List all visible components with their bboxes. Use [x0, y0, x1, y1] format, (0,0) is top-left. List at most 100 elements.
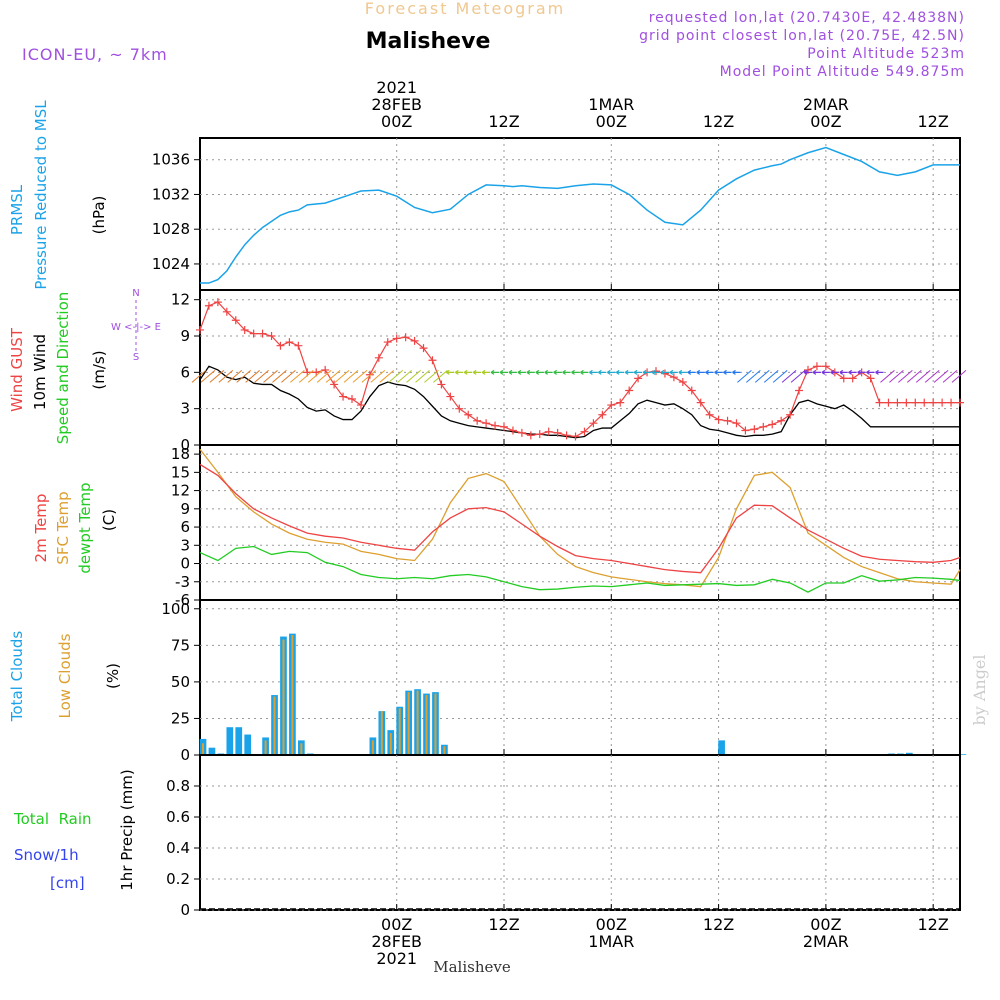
wind-arrow: [714, 369, 723, 375]
wind-gust-marker: [759, 422, 768, 431]
total-cloud-bar: [235, 727, 243, 755]
grid-point-coords: grid point closest lon,lat (20.75E, 42.5…: [639, 28, 965, 44]
wind-gust-marker: [589, 419, 598, 428]
pressure-frame: [199, 137, 961, 291]
wind-gust-marker: [795, 386, 804, 395]
wind-arrow: [517, 369, 526, 375]
total-cloud-bar: [906, 752, 913, 755]
wind-arrow: [397, 369, 412, 383]
wind-gust-marker: [213, 298, 222, 307]
wind-gust-marker: [348, 394, 356, 403]
wind-arrow: [598, 369, 607, 375]
wind-speed-dir-label: Speed and Direction: [54, 292, 72, 445]
wind-arrow: [263, 369, 278, 383]
footer-station: Malisheve: [433, 958, 511, 976]
wind-arrow: [272, 369, 287, 383]
wind-arrow: [446, 369, 455, 375]
temp-sfc-label: SFC Temp: [54, 491, 72, 564]
wind-gust-marker: [410, 336, 419, 345]
low-cloud-bar: [416, 690, 419, 755]
wind-arrow: [481, 369, 491, 375]
wind-gust-marker: [902, 398, 911, 407]
low-cloud-bar: [300, 743, 303, 755]
wind-arrow: [544, 369, 553, 375]
compass-we: W <-|-> E: [111, 322, 161, 333]
wind-arrow: [951, 369, 967, 383]
wind-gust-marker: [285, 338, 294, 347]
wind-gust-marker: [768, 420, 777, 429]
pressure-line: [200, 146, 960, 284]
top-time-label: 00Z: [381, 112, 412, 131]
wind-arrow: [508, 369, 517, 375]
wind-arrow: [472, 369, 482, 375]
wind-ytick-label: 12: [171, 291, 190, 309]
wind-arrow: [889, 369, 904, 383]
wind-arrow: [218, 369, 234, 383]
wind-arrow: [325, 369, 341, 383]
wind-gust-marker: [616, 398, 625, 407]
precip-ytick-label: 0: [180, 901, 190, 919]
wind-gust-marker: [938, 398, 947, 407]
bottom-time-label: 2021: [376, 949, 417, 968]
wind-gust-marker: [231, 316, 240, 325]
wind-gust-marker: [455, 404, 464, 413]
wind-gust-marker: [356, 401, 365, 410]
wind-arrow: [737, 369, 752, 383]
wind-arrow: [880, 369, 895, 383]
wind-gust-marker: [464, 410, 473, 419]
wind-gust-marker: [339, 392, 348, 401]
watermark: by Angel: [970, 654, 989, 725]
wind-arrow: [290, 369, 305, 383]
low-cloud-bar: [443, 746, 446, 755]
temp-ytick-label: 12: [171, 482, 190, 500]
wind-arrow: [678, 369, 687, 375]
wind-gust-marker: [553, 428, 562, 437]
temp-ytick-label: 9: [180, 500, 190, 518]
wind-gust-marker: [508, 426, 517, 435]
temp-2m-label: 2m Temp: [32, 494, 50, 563]
wind-gust-marker: [196, 325, 204, 334]
temp-ytick-label: 15: [171, 463, 190, 481]
wind-arrow: [490, 369, 500, 375]
wind-gust-marker: [267, 332, 276, 341]
total-clouds-label: Total Clouds: [8, 631, 26, 723]
wind-arrow: [651, 369, 660, 375]
wind-arrow: [553, 369, 562, 375]
wind-arrow: [379, 369, 395, 383]
wind-gust-marker: [321, 365, 330, 374]
wind-arrow: [781, 369, 797, 383]
wind-labels: Wind GUST 10m Wind Speed and Direction (…: [8, 288, 161, 444]
low-cloud-bar: [282, 639, 285, 755]
bottom-time-label: 2MAR: [803, 932, 849, 951]
temp-ytick-label: 0: [180, 555, 190, 573]
temp-ytick-label: -3: [175, 573, 190, 591]
wind-arrow: [307, 369, 323, 383]
top-time-label: 1MAR: [588, 95, 634, 114]
wind-gust-marker: [580, 427, 589, 436]
wind-arrow: [334, 369, 350, 383]
wind-arrow: [281, 369, 296, 383]
total-cloud-bar: [208, 747, 216, 755]
wind-arrow: [830, 369, 839, 375]
pressure-ytick-label: 1024: [152, 255, 190, 273]
wind-gust-marker: [482, 419, 491, 428]
low-cloud-bar: [371, 740, 374, 755]
wind-arrow: [343, 369, 359, 383]
wind-ytick-label: 0: [180, 436, 190, 454]
wind-gust-marker: [517, 428, 526, 437]
low-cloud-bar: [407, 692, 410, 755]
clouds-ytick-label: 0: [180, 746, 190, 764]
bottom-time-label: 12Z: [488, 915, 519, 934]
wind-arrow: [615, 369, 625, 375]
wind-gust-marker: [929, 398, 938, 407]
model-altitude: Model Point Altitude 549.875m: [720, 64, 965, 80]
model-label: ICON-EU, ~ 7km: [22, 45, 168, 64]
wind-gust-marker: [276, 341, 285, 350]
wind-gust-line: [199, 301, 960, 438]
wind-gust-marker: [473, 416, 482, 425]
wind-arrow: [209, 369, 225, 383]
wind-arrow: [772, 369, 788, 383]
wind-arrow: [499, 369, 508, 375]
temp-frame: [199, 444, 961, 601]
